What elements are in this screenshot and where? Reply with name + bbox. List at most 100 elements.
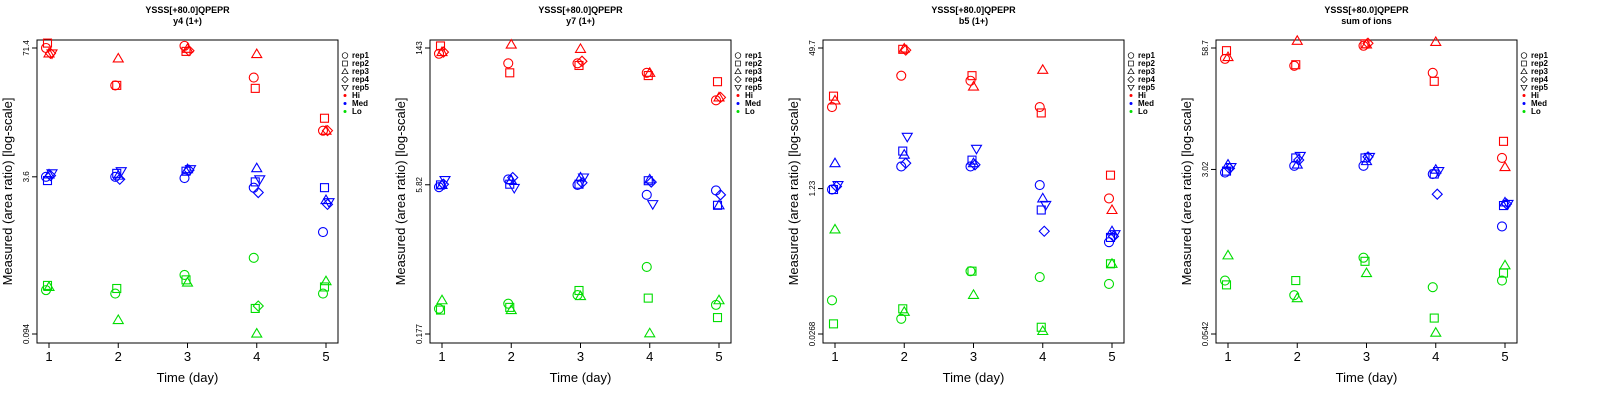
y-tick-label: 58.7 (1201, 40, 1210, 56)
legend-label: Hi (352, 91, 360, 100)
legend-label: Hi (745, 91, 753, 100)
plot-frame (822, 39, 1125, 344)
data-point-lo-rep3 (1222, 249, 1234, 260)
legend-label: rep3 (745, 67, 762, 76)
x-tick-label: 4 (253, 349, 260, 364)
legend-label: Med (352, 99, 368, 108)
data-point-med-rep5 (1109, 230, 1121, 241)
data-point-lo-rep3 (1499, 259, 1511, 270)
data-point-hi-rep2 (1105, 170, 1116, 180)
data-point-lo-rep3 (713, 294, 725, 305)
data-point-hi-rep3 (1222, 51, 1234, 62)
data-point-med-rep5 (439, 176, 451, 187)
data-point-lo-rep1 (179, 269, 190, 280)
y-tick-label: 3.02 (1201, 161, 1210, 177)
data-point-hi-rep2 (319, 113, 330, 123)
data-point-med-rep5 (184, 165, 197, 176)
data-point-med-rep1 (1289, 160, 1300, 171)
legend-label: rep1 (352, 51, 369, 60)
legend-label: rep4 (1531, 75, 1548, 84)
data-point-hi-rep3 (829, 94, 841, 105)
data-point-lo-rep3 (1291, 292, 1304, 303)
legend-label: rep3 (1138, 67, 1155, 76)
data-point-lo-rep2 (1429, 313, 1439, 323)
legend-label: rep2 (352, 59, 369, 68)
y-axis-label: Measured (area ratio) [log-scale] (1179, 98, 1194, 286)
data-point-hi-rep4 (437, 46, 450, 58)
x-tick-label: 5 (715, 349, 722, 364)
data-point-lo-rep1 (1427, 282, 1438, 293)
legend-label: rep1 (745, 51, 762, 60)
data-point-med-rep1 (1358, 160, 1369, 171)
data-point-hi-rep4 (183, 44, 195, 57)
legend-marker-rep5 (1520, 84, 1528, 92)
x-tick-label: 5 (1108, 349, 1115, 364)
plot-frame (36, 39, 339, 344)
data-point-lo-rep3 (967, 288, 980, 299)
data-point-med-rep3 (898, 148, 911, 159)
data-point-med-rep5 (1502, 199, 1514, 211)
data-point-lo-rep2 (712, 313, 723, 323)
data-point-med-rep3 (967, 157, 980, 168)
data-point-lo-rep3 (574, 289, 587, 301)
data-point-med-rep1 (317, 226, 329, 238)
data-point-hi-rep4 (1362, 37, 1374, 49)
chart-title: YSSS[+80.0]QPEPR (931, 5, 1016, 15)
data-point-lo-rep2 (828, 319, 839, 329)
data-point-hi-rep1 (317, 125, 329, 136)
legend-label: rep1 (1531, 51, 1548, 60)
data-point-hi-rep1 (1103, 193, 1115, 204)
legend-marker-lo (736, 110, 740, 113)
data-point-hi-rep2 (1429, 76, 1439, 86)
data-point-med-rep4 (645, 176, 658, 188)
data-point-hi-rep1 (248, 72, 259, 83)
plot-frame (429, 39, 732, 344)
y-tick-label: 0.177 (415, 323, 424, 344)
data-point-med-rep5 (970, 144, 983, 155)
data-point-hi-rep2 (1498, 136, 1509, 146)
data-point-hi-rep3 (181, 42, 194, 53)
legend-marker-rep5 (1127, 84, 1135, 92)
data-point-med-rep3 (574, 171, 587, 182)
data-point-hi-rep2 (42, 38, 53, 48)
legend-marker-med (1522, 102, 1526, 105)
data-point-med-rep4 (969, 159, 981, 171)
data-point-med-rep3 (43, 168, 55, 179)
data-point-med-rep4 (252, 186, 265, 199)
legend-label: rep4 (745, 75, 762, 84)
data-point-hi-rep3 (1499, 160, 1511, 172)
x-tick-label: 3 (1363, 349, 1370, 364)
data-point-hi-rep2 (828, 91, 839, 101)
data-point-med-rep1 (1034, 179, 1045, 191)
data-point-lo-rep1 (110, 288, 121, 299)
y-tick-label: 0.0542 (1201, 321, 1210, 346)
x-axis-label: Time (day) (1336, 370, 1398, 385)
data-point-med-rep3 (505, 173, 518, 185)
data-point-lo-rep2 (1221, 280, 1232, 290)
legend-label: rep5 (1138, 83, 1155, 92)
data-point-med-rep4 (1431, 188, 1444, 200)
data-point-hi-rep3 (1106, 203, 1118, 215)
data-point-med-rep1 (433, 182, 445, 193)
data-point-hi-rep1 (572, 58, 583, 69)
data-point-lo-rep3 (1106, 257, 1118, 268)
data-point-med-rep4 (1500, 198, 1513, 210)
legend-marker-rep1 (734, 52, 742, 59)
legend-label: rep3 (352, 67, 369, 76)
data-point-lo-rep3 (43, 280, 55, 291)
data-point-lo-rep2 (1291, 276, 1301, 286)
data-point-med-rep2 (319, 183, 330, 193)
data-point-hi-rep3 (898, 42, 911, 53)
legend-marker-lo (1522, 110, 1526, 113)
data-point-hi-rep3 (505, 38, 518, 49)
chart-title: YSSS[+80.0]QPEPR (145, 5, 230, 15)
data-point-hi-rep3 (1036, 63, 1049, 74)
x-tick-label: 4 (1432, 349, 1439, 364)
data-point-med-rep5 (323, 198, 335, 209)
data-point-hi-rep2 (967, 71, 977, 81)
legend-label: Lo (1531, 107, 1541, 116)
y-tick-label: 49.7 (808, 40, 817, 56)
data-point-med-rep5 (1039, 200, 1052, 212)
